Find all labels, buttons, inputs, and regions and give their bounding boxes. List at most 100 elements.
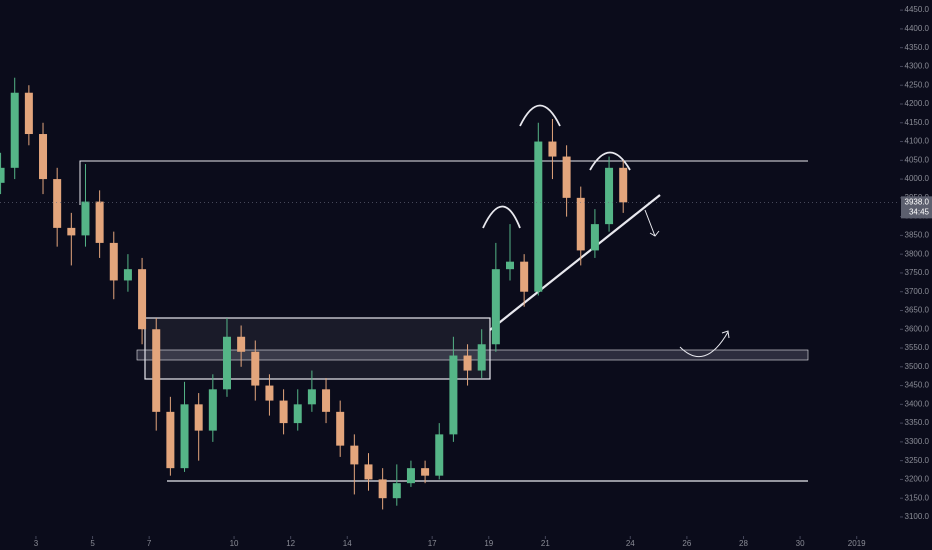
y-tick-label: 3200.0 — [905, 475, 930, 484]
candle-body — [477, 344, 486, 371]
candle-body — [24, 92, 33, 135]
x-tick-label: 28 — [739, 539, 748, 548]
x-tick-label: 2019 — [848, 539, 866, 548]
y-tick-label: 4050.0 — [905, 155, 930, 164]
candle-body — [449, 355, 458, 435]
candle-body — [81, 201, 90, 236]
axes: 3100.03150.03200.03250.03300.03350.03400… — [0, 5, 932, 548]
candle-body — [67, 227, 76, 236]
candle-body — [123, 269, 132, 281]
y-tick-label: 4150.0 — [905, 118, 930, 127]
x-tick-label: 21 — [541, 539, 550, 548]
candle-body — [364, 464, 373, 480]
candle-body — [576, 197, 585, 251]
y-tick-label: 3100.0 — [905, 512, 930, 521]
candle-body — [534, 141, 543, 292]
candle-body — [180, 404, 189, 469]
candle-body — [491, 269, 500, 345]
candle-body — [392, 483, 401, 499]
candle-body — [138, 269, 147, 330]
candle-body — [619, 167, 628, 203]
y-tick-label: 4300.0 — [905, 62, 930, 71]
y-tick-label: 3800.0 — [905, 249, 930, 258]
y-tick-label: 3750.0 — [905, 268, 930, 277]
candle-body — [208, 389, 217, 431]
candle-body — [520, 261, 529, 292]
y-tick-label: 4000.0 — [905, 174, 930, 183]
candles — [0, 77, 628, 510]
candle-body — [605, 167, 614, 225]
candle-body — [251, 351, 260, 386]
drawings — [79, 104, 809, 482]
candle-body — [548, 141, 557, 157]
candle-body — [265, 385, 274, 401]
trend-line — [489, 194, 661, 331]
y-tick-label: 4400.0 — [905, 24, 930, 33]
head-arc — [519, 104, 561, 127]
y-tick-label: 3600.0 — [905, 324, 930, 333]
candle-body — [307, 389, 316, 405]
shoulder-arc — [482, 205, 521, 229]
x-tick-label: 14 — [343, 539, 352, 548]
candle-body — [590, 224, 599, 251]
y-tick-label: 4450.0 — [905, 5, 930, 14]
candle-body — [0, 167, 5, 183]
y-tick-label: 3300.0 — [905, 437, 930, 446]
candle-body — [109, 242, 118, 281]
candle-body — [39, 134, 48, 180]
x-tick-label: 7 — [147, 539, 152, 548]
last-price-label: 3938.0 — [905, 197, 930, 206]
y-tick-label: 4100.0 — [905, 137, 930, 146]
x-tick-label: 30 — [796, 539, 805, 548]
y-tick-label: 3250.0 — [905, 456, 930, 465]
candle-body — [322, 389, 331, 412]
y-tick-label: 4350.0 — [905, 43, 930, 52]
candle-body — [95, 201, 104, 243]
candle-body — [463, 355, 472, 371]
up-arrow — [679, 330, 730, 357]
candle-body — [53, 179, 62, 228]
y-tick-label: 3850.0 — [905, 231, 930, 240]
down-arrow — [644, 209, 660, 237]
x-tick-label: 24 — [626, 539, 635, 548]
y-tick-label: 3500.0 — [905, 362, 930, 371]
range-box — [144, 317, 491, 380]
candle-body — [237, 336, 246, 352]
candle-body — [166, 411, 175, 469]
y-tick-label: 3700.0 — [905, 287, 930, 296]
candle-body — [293, 404, 302, 424]
candle-body — [222, 336, 231, 390]
x-tick-label: 26 — [682, 539, 691, 548]
x-tick-label: 3 — [34, 539, 39, 548]
candle-body — [350, 445, 359, 465]
candle-body — [406, 468, 415, 484]
y-tick-label: 3350.0 — [905, 418, 930, 427]
x-tick-label: 17 — [428, 539, 437, 548]
y-tick-label: 3400.0 — [905, 399, 930, 408]
x-tick-label: 19 — [484, 539, 493, 548]
candle-body — [378, 479, 387, 499]
y-tick-label: 3150.0 — [905, 493, 930, 502]
y-tick-label: 4250.0 — [905, 80, 930, 89]
candle-body — [435, 434, 444, 476]
shoulder-arc — [589, 151, 631, 171]
candle-body — [279, 400, 288, 424]
y-tick-label: 4200.0 — [905, 99, 930, 108]
zone-band — [136, 349, 809, 361]
candle-body — [152, 329, 161, 412]
x-tick-label: 10 — [230, 539, 239, 548]
candle-body — [10, 92, 19, 168]
y-tick-label: 3550.0 — [905, 343, 930, 352]
candle-body — [194, 404, 203, 431]
x-tick-label: 12 — [286, 539, 295, 548]
candle-body — [421, 468, 430, 476]
candle-body — [562, 156, 571, 198]
x-tick-label: 5 — [90, 539, 95, 548]
last-price-tag — [901, 196, 932, 219]
candle-body — [336, 411, 345, 446]
countdown: 34:45 — [909, 207, 930, 216]
candle-body — [506, 261, 514, 270]
y-tick-label: 3650.0 — [905, 306, 930, 315]
